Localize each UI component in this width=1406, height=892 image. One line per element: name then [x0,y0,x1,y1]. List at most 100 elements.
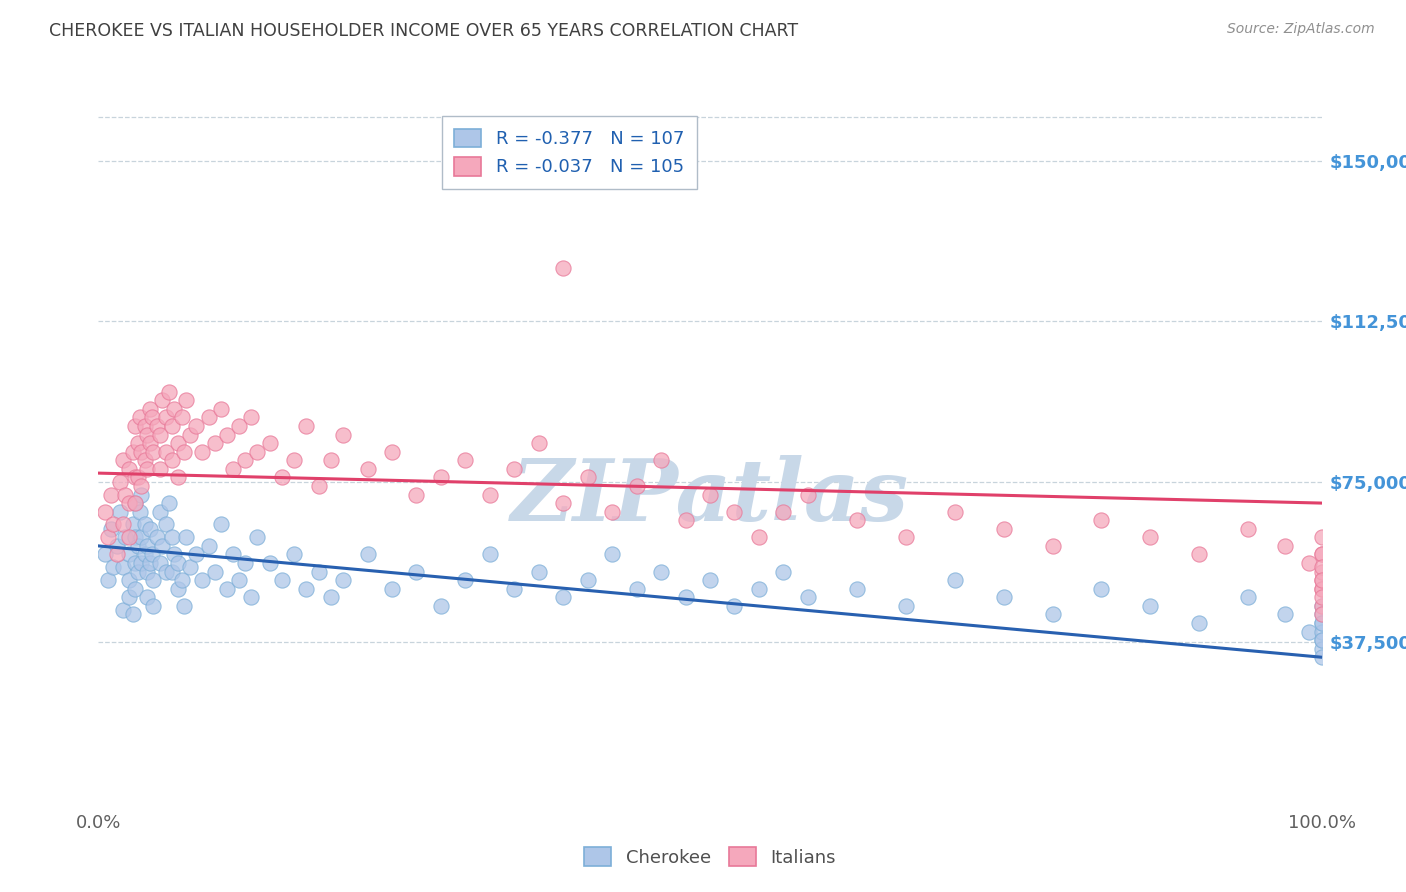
Point [136,462,159,476]
Point [894,530,917,544]
Point [127,470,149,484]
Point [772,565,794,579]
Point [129,479,152,493]
Point [163,401,186,416]
Point [1042,607,1064,622]
Point [139,556,162,570]
Point [723,599,745,613]
Point [209,517,232,532]
Point [163,548,186,562]
Point [139,436,162,450]
Point [121,607,143,622]
Point [797,591,820,605]
Point [553,496,575,510]
Point [134,517,156,532]
Point [142,599,165,613]
Point [124,470,146,484]
Point [478,548,501,562]
Point [176,393,198,408]
Point [626,582,648,596]
Point [141,548,163,562]
Point [204,565,226,579]
Point [136,427,159,442]
Point [186,548,208,562]
Point [1310,599,1333,613]
Point [160,419,183,434]
Point [97,530,120,544]
Point [797,487,820,501]
Point [134,548,156,562]
Point [1090,582,1112,596]
Point [149,556,172,570]
Point [1188,615,1211,630]
Point [150,393,173,408]
Point [1310,633,1333,648]
Point [1310,573,1333,587]
Point [118,591,141,605]
Point [101,517,124,532]
Point [1310,650,1333,665]
Point [111,453,134,467]
Point [478,487,501,501]
Point [170,573,193,587]
Legend: Cherokee, Italians: Cherokee, Italians [576,840,844,874]
Point [319,591,342,605]
Point [430,599,453,613]
Point [993,591,1015,605]
Point [110,505,132,519]
Point [576,573,599,587]
Point [111,517,134,532]
Point [1310,573,1333,587]
Point [240,591,263,605]
Point [173,444,195,458]
Point [650,565,672,579]
Point [127,539,149,553]
Point [167,436,190,450]
Point [157,496,180,510]
Point [503,582,526,596]
Point [167,556,190,570]
Point [553,591,575,605]
Point [1310,560,1333,574]
Point [381,582,404,596]
Point [1090,513,1112,527]
Point [1237,591,1260,605]
Point [699,487,721,501]
Point [308,479,330,493]
Point [127,436,149,450]
Point [553,260,575,275]
Point [1274,539,1296,553]
Point [246,444,269,458]
Point [149,505,172,519]
Point [129,410,152,425]
Point [319,453,342,467]
Point [134,419,156,434]
Point [650,453,672,467]
Point [121,444,143,458]
Text: CHEROKEE VS ITALIAN HOUSEHOLDER INCOME OVER 65 YEARS CORRELATION CHART: CHEROKEE VS ITALIAN HOUSEHOLDER INCOME O… [49,22,799,40]
Point [215,427,238,442]
Point [233,453,256,467]
Point [1310,565,1333,579]
Point [111,560,134,574]
Point [1310,607,1333,622]
Text: Source: ZipAtlas.com: Source: ZipAtlas.com [1227,22,1375,37]
Point [139,522,162,536]
Point [381,444,404,458]
Point [1310,615,1333,630]
Point [215,582,238,596]
Point [127,565,149,579]
Point [527,565,550,579]
Point [155,565,177,579]
Point [1310,548,1333,562]
Point [129,505,152,519]
Point [240,410,263,425]
Point [1139,530,1161,544]
Point [124,582,146,596]
Point [93,548,115,562]
Point [173,599,195,613]
Point [356,462,378,476]
Point [430,470,453,484]
Point [111,603,134,617]
Point [222,462,245,476]
